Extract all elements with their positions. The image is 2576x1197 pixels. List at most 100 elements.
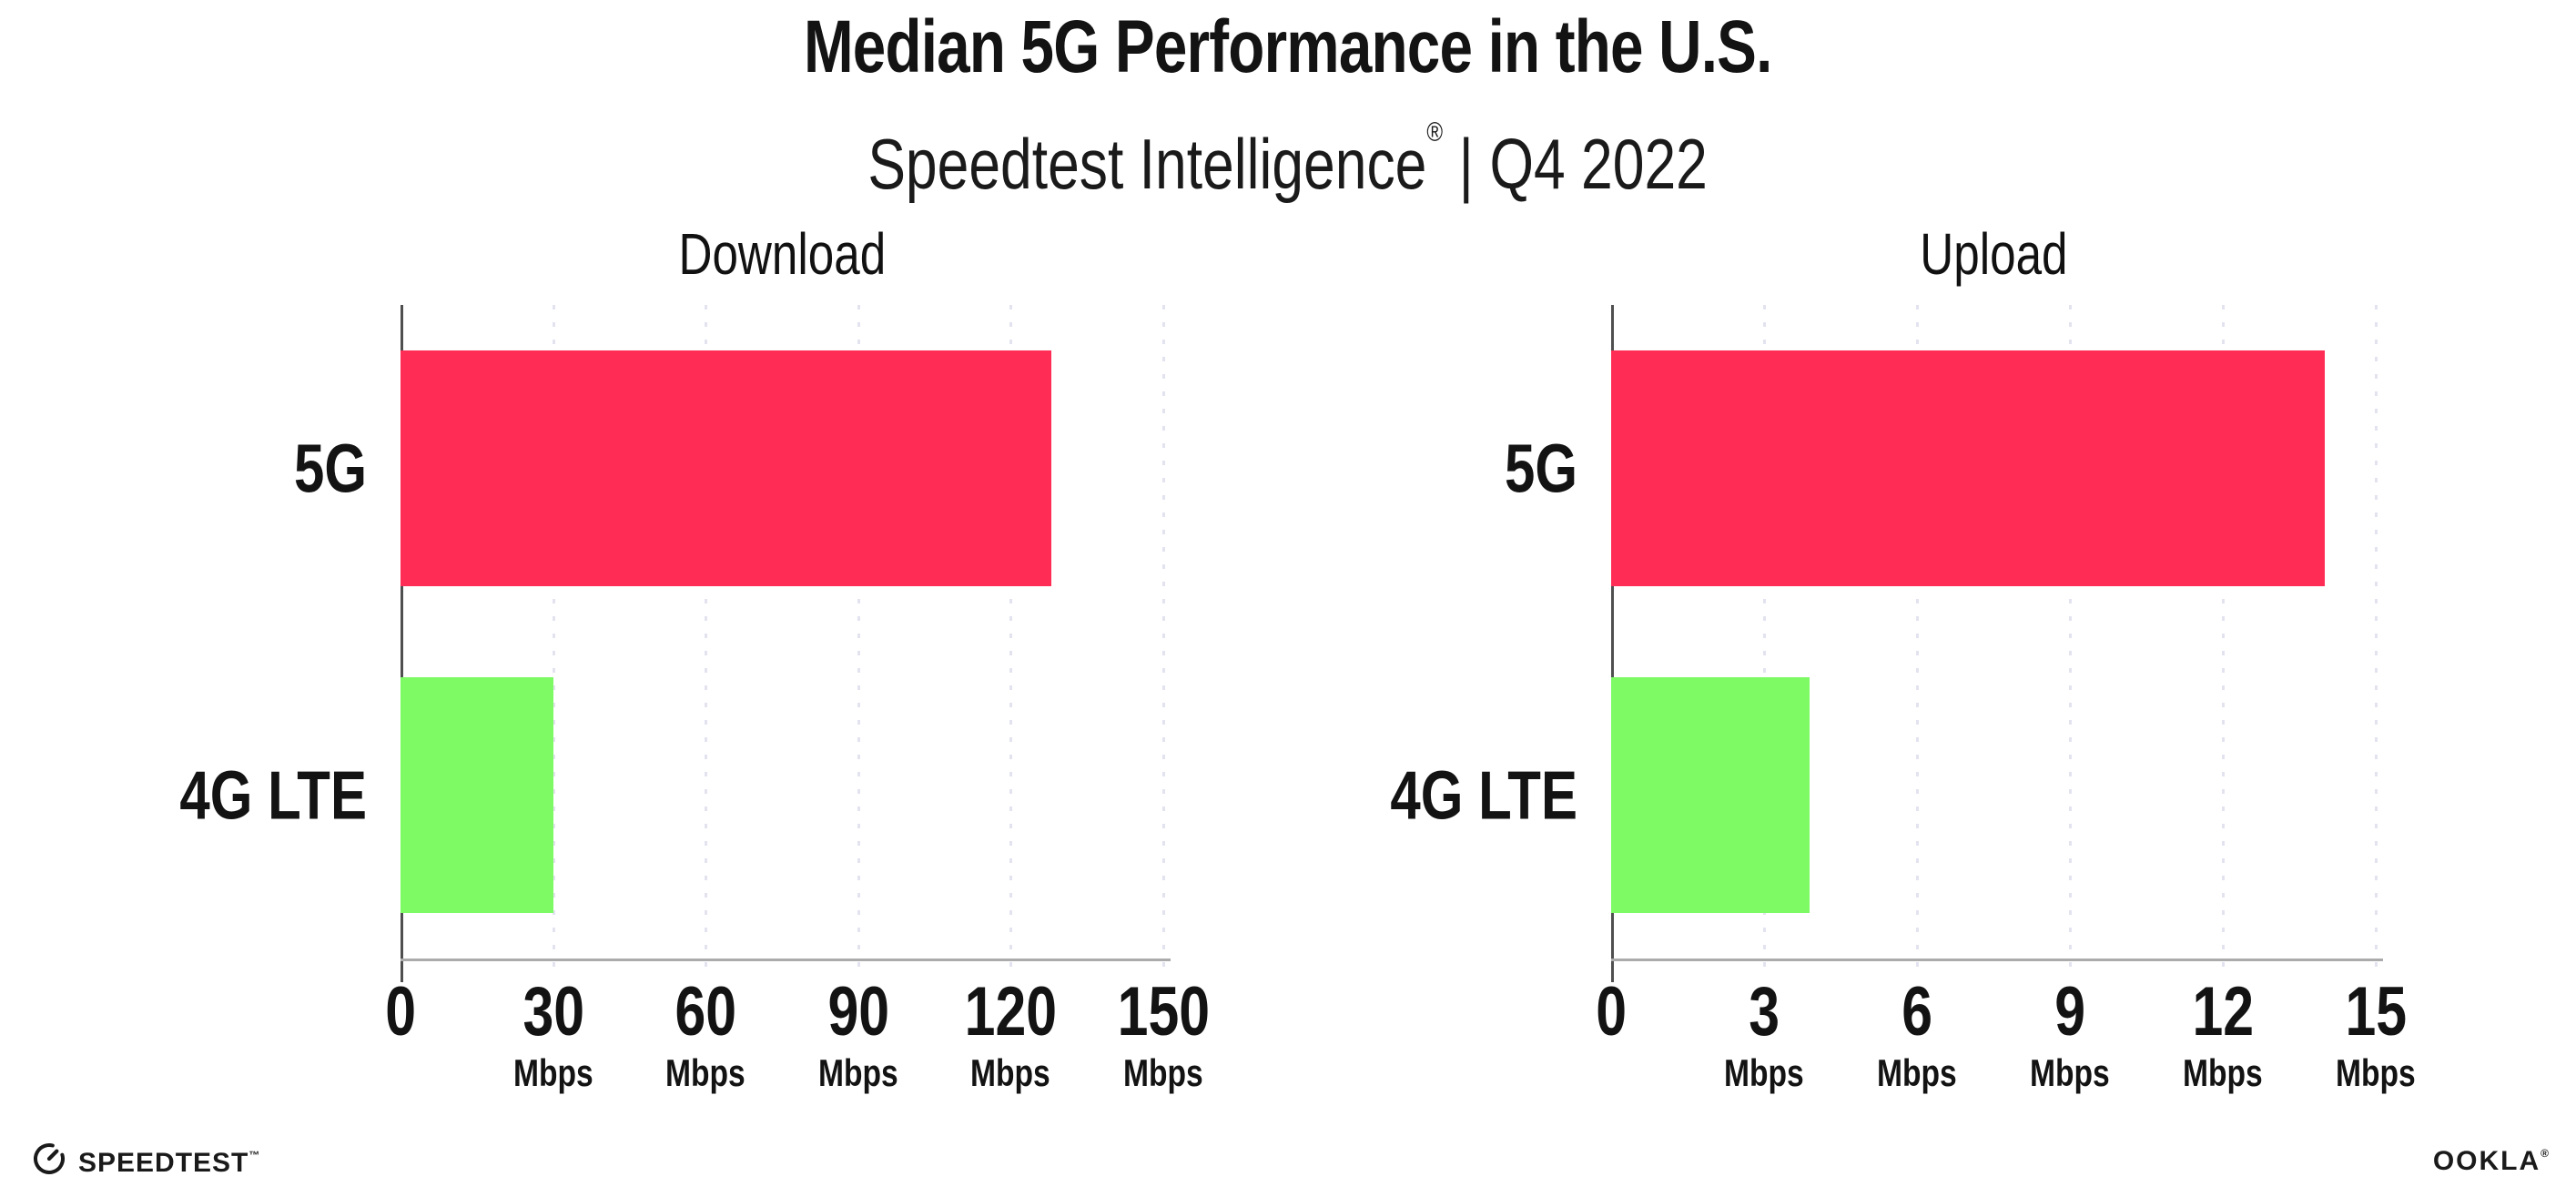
x-tick-value-text: 0 [385,973,416,1050]
x-tick-6: 6 Mbps [1844,976,1990,1094]
chart-title-text: Upload [1919,221,2068,287]
x-tick-15: 15 Mbps [2303,976,2449,1094]
bar-5g [401,350,1051,586]
speedtest-wordmark: SPEEDTEST™ [78,1141,259,1177]
x-tick-value: 120 [938,976,1083,1049]
category-label-text: 5G [293,430,367,507]
plot-area-upload [1611,305,2383,982]
x-tick-90: 90 Mbps [786,976,931,1094]
x-tick-value-text: 150 [1117,973,1210,1050]
page-subtitle-text: Speedtest Intelligence® | Q4 2022 [868,95,1709,202]
gridline-x-6 [1916,305,1919,975]
x-tick-unit-text: Mbps [818,1051,898,1094]
page-title: Median 5G Performance in the U.S. [0,9,2576,86]
x-tick-unit-text: Mbps [1123,1051,1203,1094]
x-tick-unit: Mbps [2150,1052,2296,1094]
x-tick-unit-text: Mbps [513,1051,593,1094]
x-tick-value: 30 [481,976,626,1049]
x-tick-unit: Mbps [633,1052,778,1094]
subtitle-brand: Speedtest Intelligence [867,124,1427,204]
speedtest-logo: SPEEDTEST™ [31,1141,259,1177]
category-label-4g-lte: 4G LTE [57,756,367,834]
x-tick-unit: Mbps [1997,1052,2143,1094]
category-label-5g: 5G [57,430,367,507]
x-tick-unit-text: Mbps [1724,1051,1804,1094]
y-axis-spine [1611,305,1614,982]
speedtest-trademark: ™ [248,1148,260,1161]
x-tick-150: 150 Mbps [1090,976,1236,1094]
x-tick-unit: Mbps [786,1052,931,1094]
x-tick-unit-text: Mbps [665,1051,745,1094]
x-tick-0: 0 [1538,976,1684,1049]
x-tick-unit-text: Mbps [2336,1051,2416,1094]
x-tick-value-text: 15 [2345,973,2407,1050]
x-tick-value: 0 [1538,976,1684,1049]
x-tick-value: 60 [633,976,778,1049]
x-tick-unit-text: Mbps [970,1051,1050,1094]
x-tick-0: 0 [328,976,473,1049]
gridline-x-120 [1009,305,1012,975]
x-tick-30: 30 Mbps [481,976,626,1094]
x-tick-unit: Mbps [2303,1052,2449,1094]
bar-4g-lte [1611,677,1810,913]
x-tick-value-text: 120 [964,973,1057,1050]
ookla-trademark: ® [2541,1147,2549,1160]
gridline-x-12 [2222,305,2225,975]
subtitle-separator: | [1459,124,1475,204]
x-tick-value-text: 0 [1596,973,1627,1050]
x-tick-unit: Mbps [938,1052,1083,1094]
x-tick-12: 12 Mbps [2150,976,2296,1094]
category-label-text: 4G LTE [1390,756,1577,834]
x-tick-unit-text: Mbps [2030,1051,2110,1094]
bar-5g [1611,350,2325,586]
x-tick-60: 60 Mbps [633,976,778,1094]
chart-title-download: Download [401,224,1163,284]
x-tick-value-text: 60 [674,973,736,1050]
x-tick-value-text: 12 [2192,973,2254,1050]
gridline-x-3 [1763,305,1766,975]
x-tick-3: 3 Mbps [1691,976,1837,1094]
x-tick-value: 12 [2150,976,2296,1049]
registered-mark: ® [1426,117,1444,147]
speedtest-label: SPEEDTEST [78,1147,249,1178]
gridline-x-15 [2375,305,2378,975]
page-subtitle: Speedtest Intelligence® | Q4 2022 [0,95,2576,202]
chart-title-text: Download [678,221,886,287]
y-axis-spine [401,305,403,982]
x-tick-value: 150 [1090,976,1236,1049]
x-tick-value-text: 30 [522,973,584,1050]
x-tick-9: 9 Mbps [1997,976,2143,1094]
x-tick-unit-text: Mbps [2183,1051,2263,1094]
page-title-text: Median 5G Performance in the U.S. [804,5,1772,88]
speedtest-gauge-icon [34,1143,65,1174]
x-tick-value: 0 [328,976,473,1049]
x-tick-120: 120 Mbps [938,976,1083,1094]
ookla-label: OOKLA [2432,1146,2541,1176]
x-tick-value-text: 9 [2054,973,2085,1050]
category-label-text: 5G [1504,430,1577,507]
x-tick-value: 6 [1844,976,1990,1049]
plot-area-download [401,305,1171,982]
x-tick-value: 90 [786,976,931,1049]
gridline-x-150 [1162,305,1165,975]
x-tick-unit: Mbps [1691,1052,1837,1094]
bar-4g-lte [401,677,553,913]
gridline-x-60 [705,305,707,975]
x-axis-line [1611,959,2383,961]
gridline-x-90 [857,305,860,975]
x-tick-value-text: 90 [827,973,889,1050]
x-tick-value: 9 [1997,976,2143,1049]
x-tick-unit-text: Mbps [1877,1051,1957,1094]
gridline-x-9 [2069,305,2072,975]
x-tick-unit: Mbps [481,1052,626,1094]
category-label-4g-lte: 4G LTE [1268,756,1577,834]
x-tick-unit: Mbps [1844,1052,1990,1094]
gridline-x-30 [553,305,555,975]
chart-title-upload: Upload [1611,224,2376,284]
x-axis-line [401,959,1171,961]
x-tick-unit: Mbps [1090,1052,1236,1094]
ookla-logo: OOKLA® [2433,1140,2549,1175]
x-tick-value: 15 [2303,976,2449,1049]
subtitle-period: Q4 2022 [1489,124,1709,204]
category-label-text: 4G LTE [179,756,367,834]
